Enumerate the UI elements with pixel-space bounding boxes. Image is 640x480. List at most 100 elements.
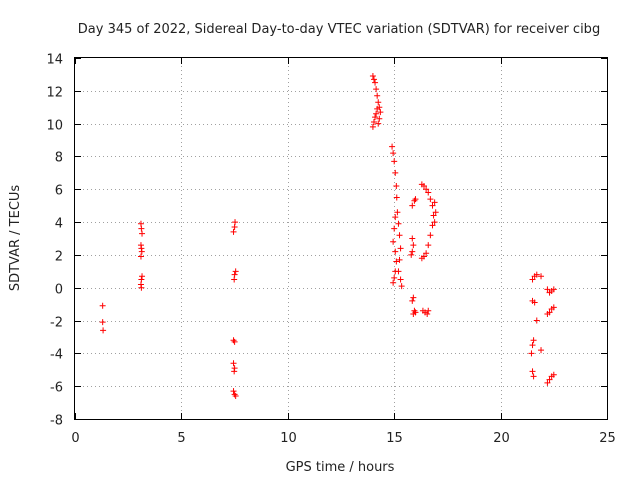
data-point-marker (390, 279, 397, 286)
data-point-marker (392, 169, 399, 176)
data-point-marker (374, 92, 381, 99)
data-point-marker (425, 242, 432, 249)
data-point-marker (546, 376, 553, 383)
data-points (99, 73, 557, 400)
data-point-marker (392, 248, 399, 255)
data-point-marker (230, 360, 237, 367)
data-point-marker (432, 209, 439, 216)
x-tick-label: 10 (280, 431, 297, 446)
plot-frame (74, 57, 608, 420)
data-point-marker (370, 118, 377, 125)
data-point-marker (372, 114, 379, 121)
data-point-marker (425, 189, 432, 196)
data-point-marker (529, 276, 536, 283)
data-point-marker (394, 209, 401, 216)
data-point-marker (230, 388, 237, 395)
data-point-marker (99, 302, 106, 309)
data-point-marker (138, 284, 145, 291)
data-point-marker (377, 109, 384, 116)
data-point-marker (231, 338, 238, 345)
data-point-marker (409, 248, 416, 255)
y-tick-label: -6 (50, 381, 63, 396)
data-point-marker (409, 297, 416, 304)
data-point-marker (409, 235, 416, 242)
data-point-marker (427, 196, 434, 203)
data-point-marker (389, 143, 396, 150)
data-point-marker (530, 373, 537, 380)
y-tick-label: 12 (46, 86, 63, 101)
data-point-marker (391, 225, 398, 232)
data-point-marker (544, 286, 551, 293)
data-point-marker (232, 393, 239, 400)
data-point-marker (373, 110, 380, 117)
data-point-marker (429, 202, 436, 209)
data-point-marker (409, 202, 416, 209)
data-point-marker (533, 271, 540, 278)
y-axis-label: SDTVAR / TECUs (8, 185, 23, 292)
data-point-marker (390, 150, 397, 157)
data-point-marker (418, 255, 425, 262)
data-point-marker (397, 276, 404, 283)
y-tick-label: 2 (55, 250, 63, 265)
data-point-marker (369, 123, 376, 130)
data-point-marker (139, 273, 146, 280)
data-point-marker (538, 273, 545, 280)
data-point-marker (427, 232, 434, 239)
axis-ticks (75, 58, 608, 420)
y-axis-tick-labels: -8 -6 -4 -2 0 2 4 6 8 10 12 14 (46, 53, 63, 429)
data-point-marker (232, 219, 239, 226)
data-point-marker (423, 186, 430, 193)
x-tick-label: 15 (386, 431, 403, 446)
y-tick-label: -8 (50, 414, 63, 429)
x-axis-label: GPS time / hours (286, 460, 395, 475)
data-point-marker (410, 310, 417, 317)
data-point-marker (232, 268, 239, 275)
y-tick-label: -2 (50, 316, 63, 331)
data-point-marker (430, 212, 437, 219)
y-tick-label: 0 (55, 283, 63, 298)
grid-lines (75, 58, 607, 419)
data-point-marker (424, 310, 431, 317)
data-point-marker (396, 232, 403, 239)
data-point-marker (137, 253, 144, 260)
data-point-marker (375, 99, 382, 106)
data-point-marker (410, 242, 417, 249)
data-point-marker (375, 120, 382, 127)
data-point-marker (530, 337, 537, 344)
x-tick-label: 20 (493, 431, 510, 446)
data-point-marker (393, 194, 400, 201)
data-point-marker (431, 199, 438, 206)
data-point-marker (397, 245, 404, 252)
data-point-marker (138, 248, 145, 255)
y-tick-label: -4 (50, 348, 63, 363)
data-point-marker (528, 350, 535, 357)
data-point-marker (376, 104, 383, 111)
x-tick-label: 0 (71, 431, 79, 446)
data-point-marker (230, 228, 237, 235)
data-point-marker (395, 268, 402, 275)
data-point-marker (393, 258, 400, 265)
data-point-marker (412, 196, 419, 203)
x-tick-label: 5 (177, 431, 185, 446)
data-point-marker (231, 368, 238, 375)
data-point-marker (429, 222, 436, 229)
data-point-marker (533, 317, 540, 324)
data-point-marker (408, 251, 415, 258)
data-point-marker (138, 225, 145, 232)
y-tick-label: 8 (55, 151, 63, 166)
y-tick-label: 6 (55, 184, 63, 199)
data-point-marker (550, 304, 557, 311)
data-point-marker (425, 307, 432, 314)
data-point-marker (390, 238, 397, 245)
data-point-marker (391, 158, 398, 165)
data-point-marker (550, 286, 557, 293)
data-point-marker (398, 283, 405, 290)
data-point-marker (370, 76, 377, 83)
data-point-marker (531, 299, 538, 306)
y-tick-label: 14 (46, 53, 63, 68)
data-point-marker (372, 79, 379, 86)
data-point-marker (546, 309, 553, 316)
x-tick-label: 25 (599, 431, 616, 446)
data-point-marker (420, 182, 427, 189)
